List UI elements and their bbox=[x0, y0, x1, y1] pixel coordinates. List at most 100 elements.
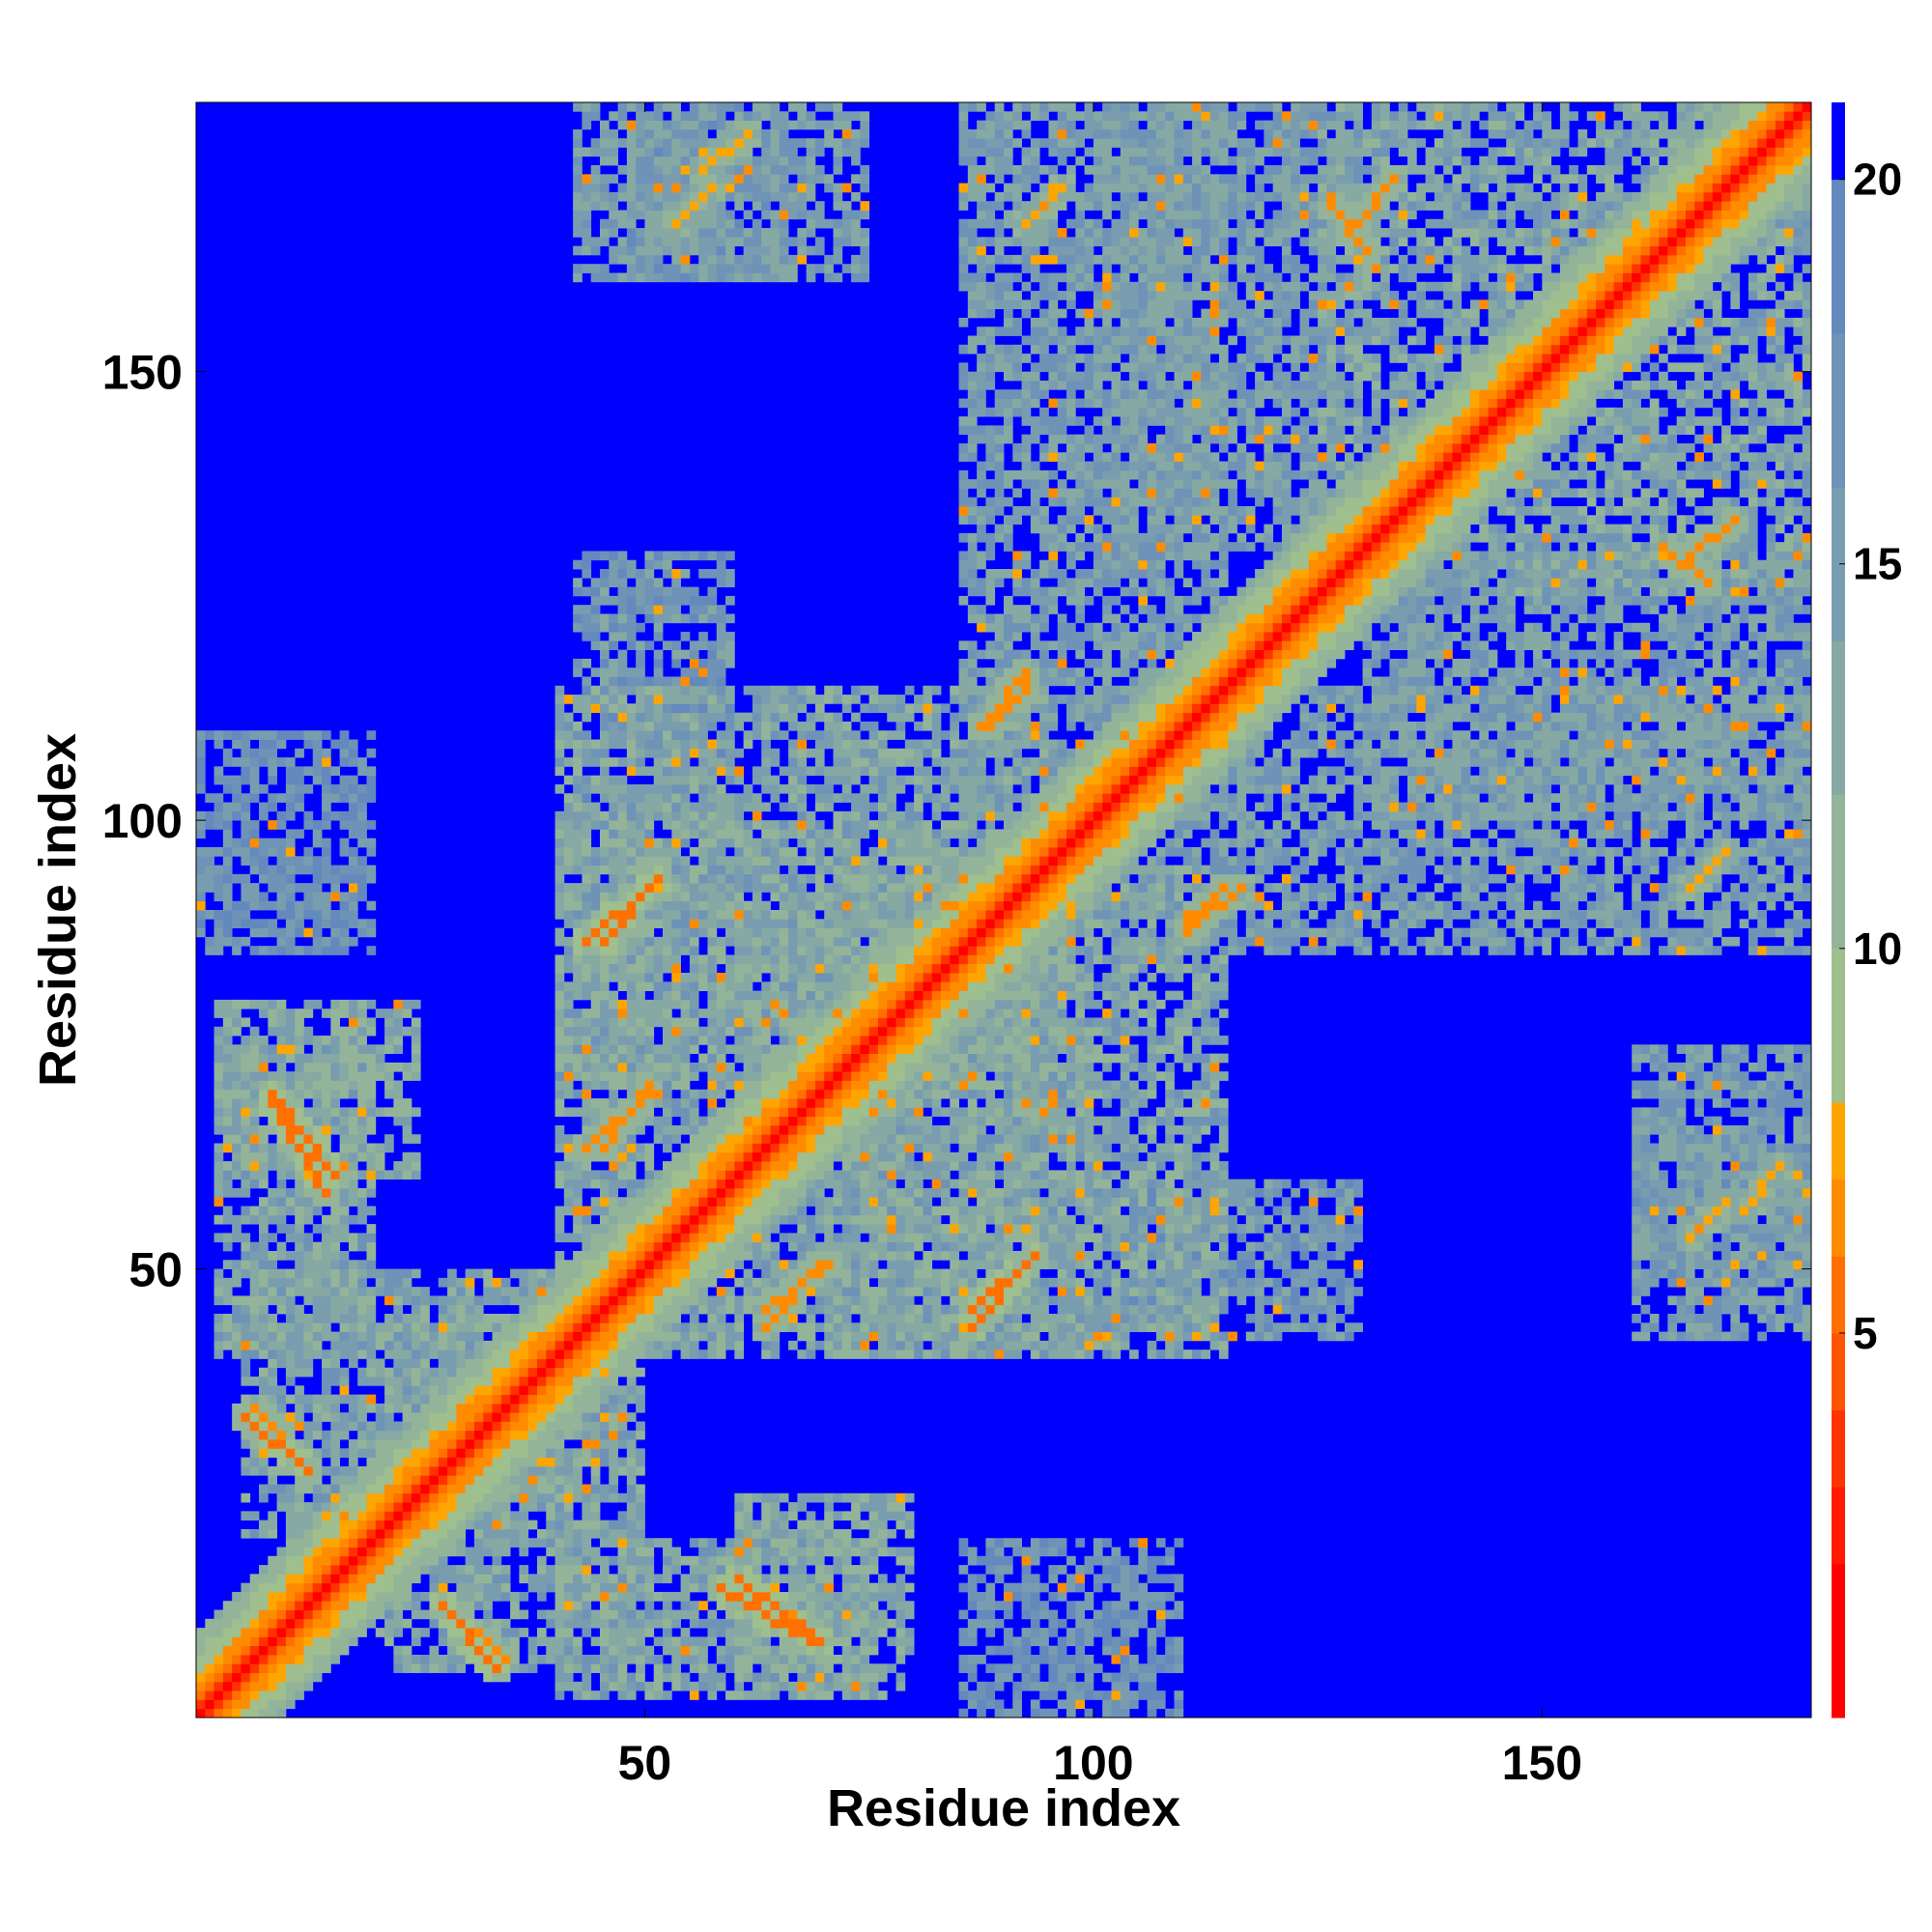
heatmap-cell bbox=[492, 1377, 502, 1386]
heatmap-cell bbox=[1039, 1690, 1049, 1700]
heatmap-cell bbox=[492, 1555, 502, 1566]
heatmap-cell bbox=[249, 1628, 260, 1637]
heatmap-cell bbox=[249, 1151, 260, 1162]
heatmap-cell bbox=[770, 1582, 781, 1593]
heatmap-cell bbox=[626, 1151, 637, 1162]
heatmap-cell bbox=[196, 1645, 206, 1656]
heatmap-cell bbox=[806, 1520, 816, 1530]
heatmap-cell bbox=[707, 1609, 718, 1620]
heatmap-cell bbox=[1703, 1179, 1714, 1189]
heatmap-cell bbox=[1155, 1214, 1166, 1225]
heatmap-cell bbox=[1120, 1663, 1130, 1673]
heatmap-cell bbox=[923, 1151, 933, 1162]
heatmap-cell bbox=[1039, 1350, 1049, 1359]
heatmap-cell bbox=[636, 1520, 645, 1530]
heatmap-cell bbox=[1659, 1170, 1668, 1180]
heatmap-cell bbox=[1048, 1277, 1059, 1288]
heatmap-cell bbox=[1192, 1241, 1202, 1252]
heatmap-cell bbox=[492, 1287, 502, 1296]
heatmap-cell bbox=[1640, 1214, 1651, 1225]
heatmap-cell bbox=[473, 1403, 484, 1413]
heatmap-cell bbox=[285, 1636, 296, 1647]
heatmap-cell bbox=[402, 1618, 412, 1629]
heatmap-cell bbox=[1111, 1547, 1122, 1557]
heatmap-cell bbox=[330, 1295, 341, 1306]
heatmap-cell bbox=[573, 1170, 582, 1180]
heatmap-cell bbox=[734, 1672, 745, 1683]
heatmap-cell bbox=[841, 1672, 852, 1683]
heatmap-cell bbox=[653, 1260, 664, 1269]
heatmap-cell bbox=[1747, 1277, 1758, 1288]
heatmap-cell bbox=[420, 1663, 430, 1673]
heatmap-cell bbox=[609, 1591, 618, 1602]
heatmap-cell bbox=[1048, 1547, 1059, 1557]
heatmap-cell bbox=[626, 1250, 637, 1261]
heatmap-cell bbox=[456, 1304, 467, 1315]
heatmap-cell bbox=[1039, 1628, 1049, 1637]
heatmap-cell bbox=[770, 1601, 781, 1610]
heatmap-cell bbox=[609, 1260, 618, 1269]
heatmap-cell bbox=[420, 1367, 430, 1378]
heatmap-cell bbox=[456, 1645, 467, 1656]
heatmap-cell bbox=[1730, 1206, 1741, 1216]
heatmap-cell bbox=[617, 1430, 628, 1440]
heatmap-cell bbox=[1299, 1214, 1310, 1225]
heatmap-cell bbox=[1102, 1574, 1112, 1584]
heatmap-cell bbox=[1353, 1233, 1363, 1243]
heatmap-cell bbox=[877, 1206, 888, 1216]
heatmap-cell bbox=[868, 1304, 879, 1315]
heatmap-cell bbox=[582, 1654, 592, 1664]
heatmap-cell bbox=[824, 1565, 834, 1575]
heatmap-cell bbox=[824, 1645, 834, 1656]
heatmap-cell bbox=[716, 1582, 726, 1593]
heatmap-cell bbox=[473, 1636, 484, 1647]
heatmap-cell bbox=[366, 1601, 377, 1610]
heatmap-cell bbox=[420, 1377, 430, 1386]
heatmap-cell bbox=[1057, 1350, 1067, 1359]
heatmap-cell bbox=[384, 1555, 394, 1566]
heatmap-cell bbox=[626, 1457, 637, 1467]
heatmap-cell bbox=[841, 1636, 852, 1647]
heatmap-cell bbox=[600, 1618, 610, 1629]
heatmap-cell bbox=[366, 1520, 377, 1530]
heatmap-cell bbox=[546, 1448, 555, 1459]
heatmap-cell bbox=[734, 1645, 745, 1656]
heatmap-cell bbox=[339, 1475, 350, 1485]
heatmap-cell bbox=[1021, 1241, 1032, 1252]
heatmap-cell bbox=[384, 1492, 394, 1503]
heatmap-cell bbox=[698, 1654, 708, 1664]
heatmap-cell bbox=[1004, 1314, 1013, 1323]
heatmap-cell bbox=[303, 1206, 314, 1216]
heatmap-cell bbox=[877, 1609, 888, 1620]
heatmap-cell bbox=[958, 1654, 969, 1664]
heatmap-cell bbox=[1335, 1268, 1346, 1279]
heatmap-cell bbox=[1272, 1179, 1283, 1189]
heatmap-cell bbox=[1012, 1681, 1022, 1691]
heatmap-cell bbox=[1075, 1582, 1085, 1593]
heatmap-cell bbox=[590, 1277, 601, 1288]
heatmap-cell bbox=[546, 1412, 555, 1422]
heatmap-cell bbox=[698, 1197, 708, 1207]
heatmap-cell bbox=[1209, 1287, 1220, 1296]
heatmap-cell bbox=[527, 1304, 538, 1315]
heatmap-cell bbox=[1703, 1268, 1714, 1279]
heatmap-cell bbox=[931, 1170, 942, 1180]
heatmap-cell bbox=[285, 1654, 296, 1664]
heatmap-cell bbox=[1048, 1681, 1059, 1691]
heatmap-cell bbox=[1703, 1170, 1714, 1180]
heatmap-cell bbox=[833, 1304, 843, 1315]
heatmap-cell bbox=[1021, 1304, 1032, 1315]
heatmap-cell bbox=[249, 1645, 260, 1656]
heatmap-cell bbox=[752, 1681, 762, 1691]
heatmap-cell bbox=[411, 1465, 421, 1476]
heatmap-cell bbox=[222, 1645, 233, 1656]
heatmap-cell bbox=[483, 1385, 493, 1395]
heatmap-cell bbox=[1326, 1314, 1337, 1323]
heatmap-cell bbox=[680, 1636, 691, 1647]
heatmap-cell bbox=[1129, 1582, 1139, 1593]
heatmap-cell bbox=[600, 1645, 610, 1656]
heatmap-cell bbox=[851, 1250, 861, 1261]
heatmap-cell bbox=[411, 1421, 421, 1432]
heatmap-cell bbox=[411, 1151, 421, 1162]
heatmap-cell bbox=[967, 1161, 978, 1171]
